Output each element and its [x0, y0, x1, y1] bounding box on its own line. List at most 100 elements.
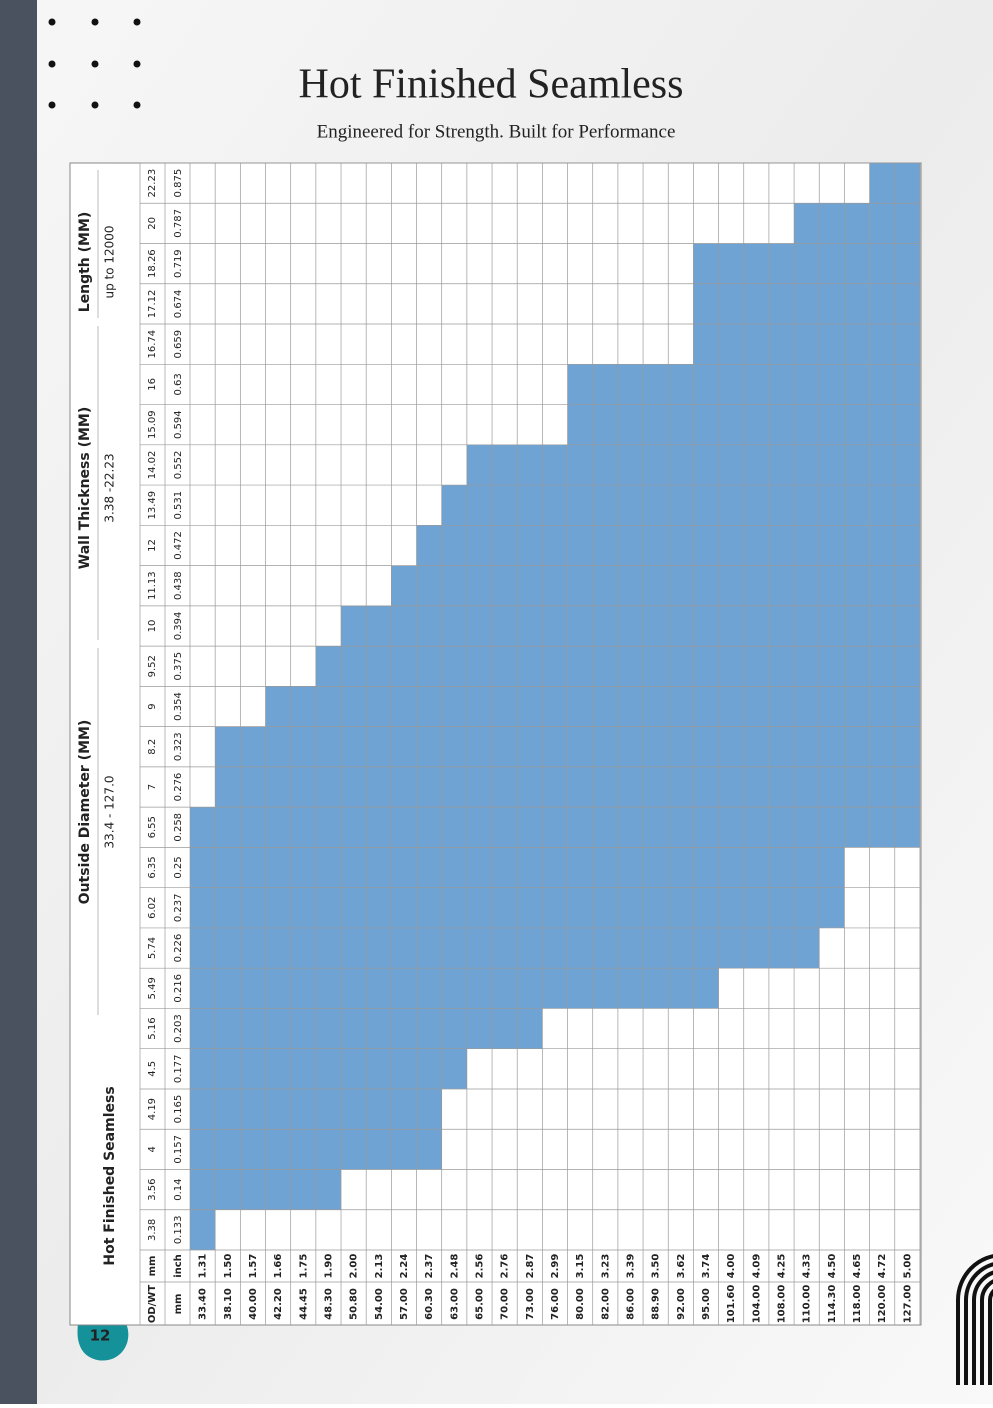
- od-inch: 4.65: [852, 1254, 863, 1279]
- wt-mm: 12: [147, 539, 158, 552]
- wt-mm: 10: [147, 620, 158, 633]
- wt-inch: 0.276: [173, 773, 184, 802]
- wt-mm: 17.12: [147, 290, 158, 319]
- od-inch: 1.66: [273, 1254, 284, 1279]
- od-inch: 2.99: [550, 1254, 561, 1279]
- wt-mm: 9.52: [147, 655, 158, 677]
- wt-mm: 22.23: [147, 169, 158, 198]
- od-mm: 40.00: [248, 1288, 259, 1320]
- wt-inch: 0.719: [173, 249, 184, 278]
- wt-inch: 0.875: [173, 169, 184, 198]
- od-mm: 42.20: [273, 1288, 284, 1320]
- page-number: 12: [90, 1327, 111, 1345]
- wt-mm: 16: [147, 378, 158, 391]
- wt-mm: 9: [147, 703, 158, 709]
- od-mm: 127.00: [902, 1285, 913, 1324]
- od-mm: 101.60: [726, 1285, 737, 1324]
- od-mm: 95.00: [701, 1288, 712, 1320]
- od-mm: 33.40: [198, 1288, 209, 1320]
- od-inch: 2.56: [474, 1254, 485, 1279]
- od-inch: 2.24: [399, 1254, 410, 1279]
- od-inch: 1.31: [198, 1254, 209, 1279]
- group-range: 3.38 -22.23: [103, 453, 117, 522]
- wt-mm: 3.56: [147, 1178, 158, 1200]
- od-mm: 110.00: [802, 1285, 813, 1324]
- wt-mm: 6.55: [147, 816, 158, 838]
- wt-inch: 0.237: [173, 893, 184, 922]
- wt-mm: 16.74: [147, 330, 158, 359]
- od-inch: 4.33: [802, 1254, 813, 1279]
- od-mm: 108.00: [776, 1285, 787, 1324]
- wt-inch: 0.674: [173, 290, 184, 319]
- wt-inch: 0.787: [173, 209, 184, 238]
- wt-mm: 5.16: [147, 1017, 158, 1039]
- wt-mm: 4: [147, 1146, 158, 1152]
- wt-mm: 14.02: [147, 451, 158, 480]
- od-mm: 114.30: [827, 1285, 838, 1324]
- od-mm: 70.00: [500, 1288, 511, 1320]
- od-mm: 104.00: [751, 1285, 762, 1324]
- group-range: up to 12000: [103, 225, 117, 298]
- od-inch: 5.00: [902, 1254, 913, 1279]
- od-inch: 4.72: [877, 1254, 888, 1279]
- od-mm: 76.00: [550, 1288, 561, 1320]
- wt-mm: 6.35: [147, 856, 158, 878]
- available-range: [693, 243, 719, 1009]
- od-inch: 2.76: [500, 1254, 511, 1279]
- wt-inch: 0.375: [173, 652, 184, 681]
- od-inch: 3.50: [651, 1254, 662, 1279]
- od-inch: 4.25: [776, 1254, 787, 1279]
- od-mm: 50.80: [349, 1288, 360, 1320]
- dots: [48, 18, 141, 109]
- wt-inch: 0.226: [173, 934, 184, 963]
- header-wt-mm: mm: [147, 1256, 158, 1277]
- available-range: [894, 163, 920, 848]
- od-inch: 2.00: [349, 1254, 360, 1279]
- od-inch: 2.37: [424, 1254, 435, 1279]
- title: Hot Finished Seamless: [299, 62, 684, 108]
- od-mm: 57.00: [399, 1288, 410, 1320]
- wt-mm: 15.09: [147, 410, 158, 439]
- table-caption: Hot Finished Seamless: [102, 1086, 118, 1265]
- od-inch: 1.90: [323, 1254, 334, 1279]
- od-inch: 4.50: [827, 1254, 838, 1279]
- wt-mm: 4.5: [147, 1061, 158, 1077]
- group-range: 33.4 - 127.0: [103, 775, 117, 848]
- available-range: [441, 485, 467, 1089]
- available-range: [190, 807, 216, 1250]
- header-corner: OD/WT: [147, 1285, 158, 1323]
- od-mm: 82.00: [600, 1288, 611, 1320]
- available-range: [492, 444, 518, 1049]
- od-inch: 2.13: [374, 1254, 385, 1279]
- wt-mm: 8.2: [147, 739, 158, 755]
- wt-mm: 6.02: [147, 897, 158, 919]
- wt-inch: 0.216: [173, 974, 184, 1003]
- wt-mm: 5.49: [147, 977, 158, 999]
- od-inch: 1.75: [298, 1254, 309, 1279]
- wt-inch: 0.394: [173, 612, 184, 641]
- od-inch: 3.62: [676, 1254, 687, 1279]
- header-od-mm: mm: [173, 1294, 184, 1315]
- wt-inch: 0.203: [173, 1014, 184, 1043]
- subtitle: Engineered for Strength. Built for Perfo…: [317, 121, 676, 142]
- wt-inch: 0.438: [173, 571, 184, 600]
- wt-inch: 0.552: [173, 451, 184, 480]
- available-range: [290, 686, 316, 1210]
- od-mm: 86.00: [625, 1288, 636, 1320]
- wt-inch: 0.165: [173, 1095, 184, 1124]
- od-inch: 4.09: [751, 1254, 762, 1279]
- wt-inch: 0.157: [173, 1135, 184, 1164]
- available-range: [391, 565, 417, 1170]
- wt-inch: 0.659: [173, 330, 184, 359]
- group-title: Wall Thickness (MM): [77, 407, 93, 569]
- od-mm: 120.00: [877, 1285, 888, 1324]
- header-wt-inch: inch: [173, 1254, 184, 1278]
- wt-inch: 0.354: [173, 692, 184, 721]
- od-mm: 92.00: [676, 1288, 687, 1320]
- od-inch: 3.39: [625, 1254, 636, 1279]
- wt-mm: 4.19: [147, 1098, 158, 1120]
- od-mm: 73.00: [525, 1288, 536, 1320]
- arch-decoration: [956, 1254, 993, 1385]
- od-mm: 80.00: [575, 1288, 586, 1320]
